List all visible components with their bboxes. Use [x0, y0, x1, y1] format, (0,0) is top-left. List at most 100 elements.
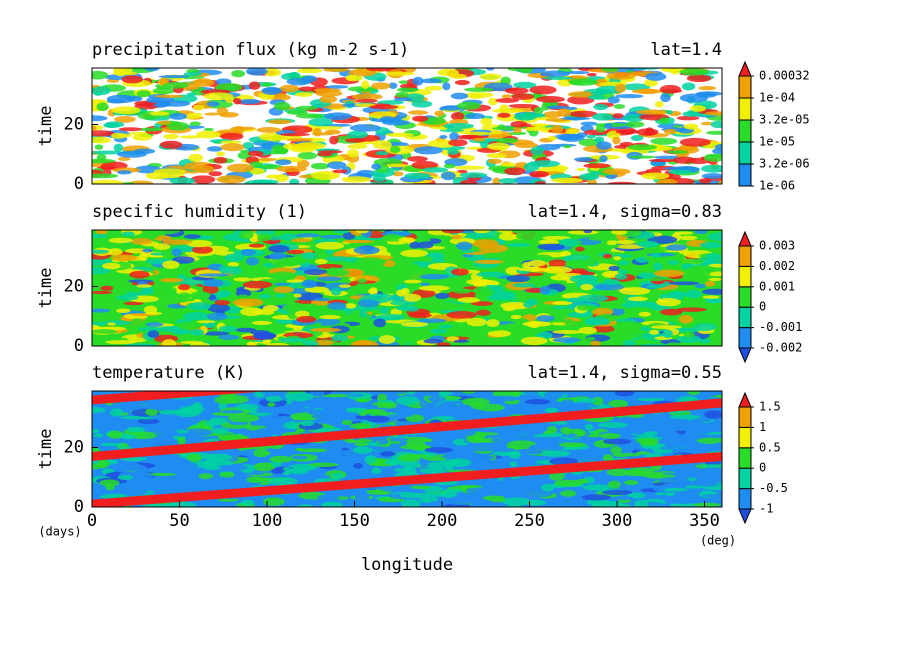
field-blob — [454, 428, 477, 437]
field-blob — [403, 454, 430, 458]
field-blob — [475, 309, 491, 316]
field-blob — [265, 395, 282, 403]
field-blob — [703, 154, 722, 162]
field-blob — [486, 295, 517, 301]
field-blob — [251, 320, 272, 326]
field-blob — [286, 279, 304, 283]
field-blob — [419, 273, 449, 280]
field-blob — [288, 72, 301, 79]
field-blob — [402, 293, 422, 302]
field-blob — [698, 178, 712, 184]
colorbar-label: 0.00032 — [759, 69, 810, 83]
field-blob — [105, 490, 132, 495]
field-blob — [685, 485, 706, 489]
field-blob — [203, 279, 224, 287]
field-blob — [686, 268, 711, 278]
field-blob — [663, 166, 695, 171]
field-blob — [280, 132, 311, 137]
field-blob — [92, 70, 109, 80]
field-blob — [229, 421, 249, 425]
field-blob — [186, 462, 198, 469]
field-blob — [295, 105, 319, 111]
field-band — [92, 451, 722, 507]
field-blob — [638, 471, 665, 478]
field-blob — [162, 260, 180, 270]
colorbar-box — [738, 141, 752, 165]
field-blob — [596, 78, 607, 83]
field-blob — [440, 171, 456, 181]
field-blob — [92, 407, 106, 413]
field-blob — [92, 136, 111, 144]
colorbar-box — [738, 488, 752, 510]
field-blob — [143, 305, 158, 314]
field-blob — [451, 268, 469, 276]
field-blob — [497, 124, 506, 130]
field-blob — [352, 93, 383, 101]
field-blob — [154, 94, 185, 98]
field-blob — [100, 299, 125, 306]
field-blob — [592, 307, 614, 316]
field-blob — [392, 391, 408, 395]
field-blob — [602, 489, 633, 496]
field-blob — [269, 455, 293, 463]
field-blob — [341, 420, 353, 425]
field-blob — [602, 438, 632, 445]
field-blob — [316, 263, 344, 269]
field-blob — [386, 241, 407, 245]
field-blob — [428, 432, 452, 441]
field-blob — [575, 246, 585, 252]
field-blob — [456, 241, 473, 251]
field-blob — [252, 462, 276, 472]
field-blob — [530, 444, 551, 448]
field-blob — [705, 253, 722, 260]
field-blob — [548, 259, 567, 268]
field-blob — [530, 146, 545, 155]
field-blob — [665, 244, 687, 251]
field-blob — [341, 176, 372, 183]
field-blob — [562, 145, 572, 149]
field-blob — [591, 113, 614, 121]
field-blob — [289, 178, 300, 184]
field-blob — [509, 461, 518, 467]
field-blob — [529, 85, 557, 95]
field-blob — [148, 232, 159, 239]
field-blob — [262, 304, 279, 312]
field-blob — [245, 257, 260, 266]
field-blob — [576, 304, 593, 311]
field-blob — [567, 95, 595, 105]
field-blob — [330, 287, 342, 296]
field-blob — [296, 159, 310, 169]
field-blob — [431, 252, 445, 260]
field-blob — [331, 334, 349, 342]
field-blob — [594, 283, 626, 291]
field-blob — [116, 308, 131, 314]
field-blob — [528, 160, 561, 168]
field-blob — [423, 338, 443, 344]
field-blob — [388, 267, 405, 271]
field-blob — [116, 284, 132, 294]
field-blob — [645, 72, 667, 81]
field-blob — [142, 248, 153, 253]
field-blob — [183, 428, 213, 438]
field-blob — [195, 398, 221, 404]
field-blob — [464, 113, 485, 120]
field-blob — [349, 455, 361, 464]
colorbar-label: 1e-04 — [759, 91, 795, 105]
colorbar-box — [738, 406, 752, 428]
field-blob — [549, 472, 565, 481]
field-blob — [653, 262, 663, 271]
field-blob — [514, 232, 544, 241]
field-blob — [371, 163, 382, 170]
field-blob — [668, 495, 696, 504]
field-blob — [513, 126, 522, 134]
field-blob — [658, 117, 671, 124]
field-blob — [92, 429, 100, 433]
field-blob — [534, 181, 546, 184]
field-blob — [137, 127, 165, 132]
field-blob — [454, 165, 486, 170]
field-blob — [420, 78, 442, 84]
field-blob — [538, 239, 559, 245]
field-blob — [663, 482, 690, 488]
field-blob — [398, 80, 409, 84]
field-blob — [511, 93, 535, 100]
